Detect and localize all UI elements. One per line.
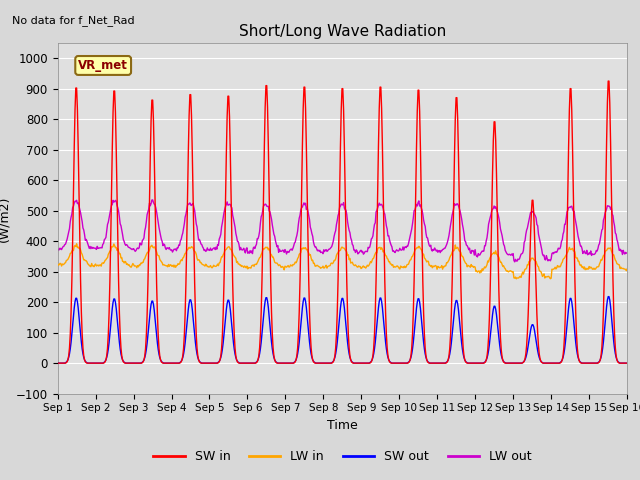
Text: No data for f_Net_Rad: No data for f_Net_Rad xyxy=(12,15,134,26)
Legend: SW in, LW in, SW out, LW out: SW in, LW in, SW out, LW out xyxy=(148,445,536,468)
Y-axis label: (W/m2): (W/m2) xyxy=(0,195,10,241)
X-axis label: Time: Time xyxy=(327,419,358,432)
Title: Short/Long Wave Radiation: Short/Long Wave Radiation xyxy=(239,24,446,39)
Text: VR_met: VR_met xyxy=(78,59,128,72)
